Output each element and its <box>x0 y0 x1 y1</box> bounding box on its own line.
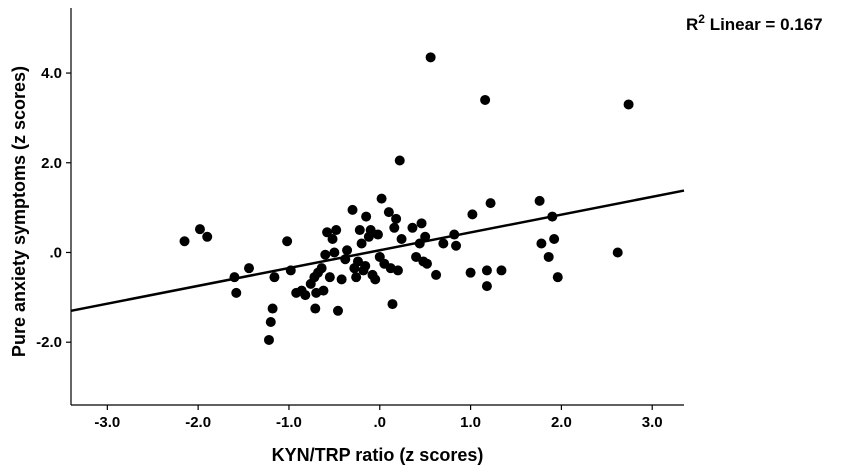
x-tick-label: .0 <box>374 414 387 431</box>
data-point <box>263 334 274 345</box>
y-tick-label: 4.0 <box>41 65 62 82</box>
data-point <box>451 240 462 251</box>
data-point <box>360 260 371 271</box>
y-axis-ticks: -2.0 .0 2.0 4.0 <box>36 65 71 351</box>
data-point <box>365 225 376 236</box>
x-tick-label: 3.0 <box>642 414 663 431</box>
data-point <box>351 272 362 283</box>
data-point <box>383 207 394 218</box>
x-tick-label: -1.0 <box>276 414 302 431</box>
data-point <box>356 238 367 249</box>
data-point <box>416 218 427 229</box>
x-axis-title: KYN/TRP ratio (z scores) <box>272 445 484 465</box>
data-point <box>194 224 205 235</box>
data-point <box>318 285 329 296</box>
data-point <box>421 258 432 269</box>
data-point <box>231 287 242 298</box>
data-point <box>389 222 400 233</box>
data-point <box>265 317 276 328</box>
data-points <box>179 52 634 345</box>
data-point <box>282 236 293 247</box>
data-point <box>496 265 507 276</box>
data-point <box>310 303 321 314</box>
data-point <box>332 305 343 316</box>
r-squared-value: Linear = 0.167 <box>705 15 823 34</box>
data-point <box>243 263 254 274</box>
data-point <box>391 213 402 224</box>
data-point <box>320 249 331 260</box>
data-point <box>324 272 335 283</box>
data-point <box>543 251 554 262</box>
data-point <box>549 234 560 245</box>
plot-area <box>70 52 685 345</box>
x-tick-label: 1.0 <box>460 414 481 431</box>
data-point <box>179 236 190 247</box>
data-point <box>481 281 492 292</box>
data-point <box>407 222 418 233</box>
data-point <box>394 155 405 166</box>
y-tick-label: .0 <box>49 244 62 261</box>
data-point <box>316 263 327 274</box>
data-point <box>354 225 365 236</box>
data-point <box>536 238 547 249</box>
data-point <box>467 209 478 220</box>
data-point <box>327 234 338 245</box>
data-point <box>392 265 403 276</box>
data-point <box>347 204 358 215</box>
data-point <box>202 231 213 242</box>
data-point <box>431 269 442 280</box>
data-point <box>425 52 436 63</box>
data-point <box>336 274 347 285</box>
data-point <box>534 195 545 206</box>
data-point <box>612 247 623 258</box>
data-point <box>481 265 492 276</box>
data-point <box>370 274 381 285</box>
data-point <box>361 211 372 222</box>
data-point <box>269 272 280 283</box>
data-point <box>322 227 333 238</box>
data-point <box>331 225 342 236</box>
data-point <box>485 198 496 209</box>
data-point <box>396 234 407 245</box>
r-squared-superscript: 2 <box>698 12 705 26</box>
r-squared-r: R <box>686 15 698 34</box>
data-point <box>300 290 311 301</box>
data-point <box>552 272 563 283</box>
data-point <box>267 303 278 314</box>
data-point <box>342 245 353 256</box>
data-point <box>420 231 431 242</box>
data-point <box>465 267 476 278</box>
x-axis-ticks: -3.0 -2.0 -1.0 .0 1.0 2.0 3.0 <box>94 405 663 431</box>
data-point <box>411 251 422 262</box>
data-point <box>480 94 491 105</box>
regression-line <box>70 189 685 313</box>
data-point <box>376 193 387 204</box>
y-tick-label: 2.0 <box>41 155 62 172</box>
r-squared-annotation: R2 Linear = 0.167 <box>686 12 823 34</box>
data-point <box>387 299 398 310</box>
data-point <box>438 238 449 249</box>
y-axis-title: Pure anxiety symptoms (z scores) <box>9 66 29 357</box>
data-point <box>329 247 340 258</box>
data-point <box>352 256 363 267</box>
x-tick-label: -2.0 <box>185 414 211 431</box>
data-point <box>623 99 634 110</box>
data-point <box>372 229 383 240</box>
x-tick-label: -3.0 <box>94 414 120 431</box>
y-tick-label: -2.0 <box>36 334 62 351</box>
x-tick-label: 2.0 <box>551 414 572 431</box>
